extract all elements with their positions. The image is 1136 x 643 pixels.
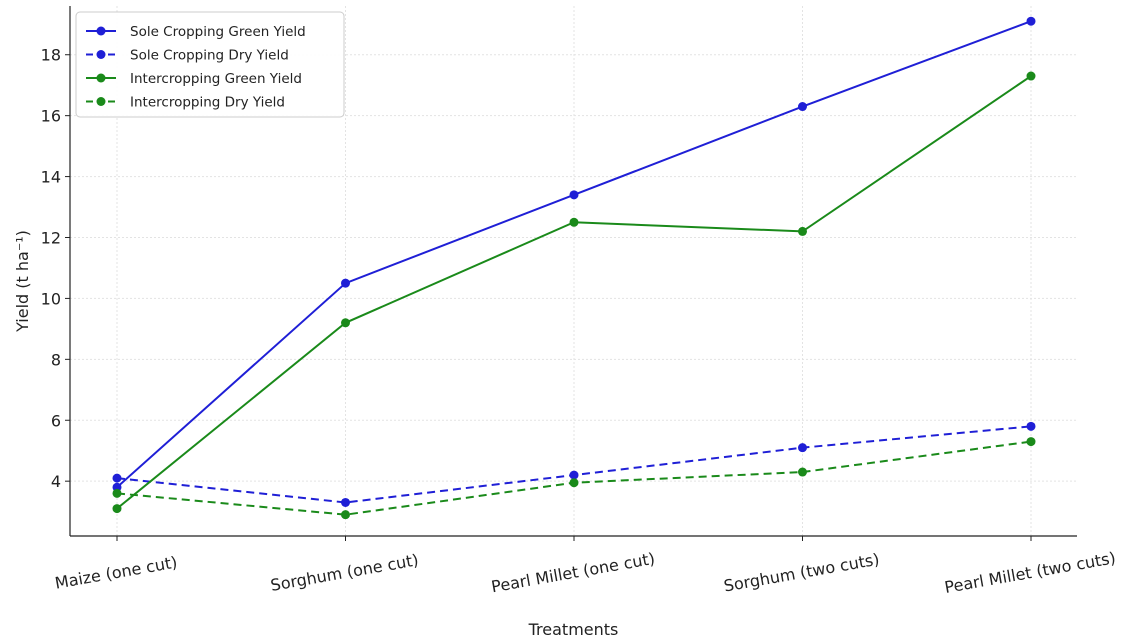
data-point [798,102,807,112]
series-intercropping-dry-yield [112,437,1036,520]
data-point [1026,71,1036,81]
data-point [341,497,350,507]
data-point [1026,16,1036,26]
data-point [112,473,122,483]
data-point [798,443,807,453]
data-point [1026,437,1036,447]
data-point [569,478,579,488]
data-point [341,510,350,520]
data-point [112,504,122,514]
legend-swatch-marker [96,50,106,59]
y-tick-label: 18 [41,46,61,65]
legend-label: Sole Cropping Green Yield [130,24,306,40]
x-tick-label: Sorghum (one cut) [269,550,420,595]
axes [65,6,1077,541]
legend: Sole Cropping Green Yield Sole Cropping D… [75,11,345,118]
data-point [341,278,350,288]
legend-swatch-marker [96,26,106,36]
data-point [341,318,350,328]
series-sole-cropping-dry-yield [112,421,1036,507]
x-tick-label: Maize (one cut) [53,552,178,592]
legend-swatch-marker [96,73,106,83]
x-tick-label: Pearl Millet (one cut) [490,549,657,596]
legend-label: Intercropping Green Yield [130,71,302,87]
data-point [1026,421,1036,431]
legend-box [75,11,345,118]
y-tick-label: 16 [41,107,61,126]
y-tick-label: 14 [41,168,61,187]
data-point [569,190,579,200]
data-point [569,470,579,480]
x-tick-label: Pearl Millet (two cuts) [943,548,1117,597]
x-axis-title: Treatments [528,620,619,639]
data-point [112,488,122,498]
series-sole-cropping-green-yield [112,16,1036,492]
data-point [798,467,807,477]
series-intercropping-green-yield [112,71,1036,514]
y-tick-label: 12 [41,228,61,247]
legend-label: Sole Cropping Dry Yield [130,48,289,64]
data-point [798,226,807,236]
y-tick-label: 4 [51,472,61,491]
legend-swatch-marker [96,97,106,106]
data-point [569,217,579,227]
y-tick-label: 8 [51,350,61,369]
y-axis-title: Yield (t ha⁻¹) [13,230,32,333]
legend-label: Intercropping Dry Yield [130,95,285,111]
series-layer [112,16,1036,520]
x-tick-label: Sorghum (two cuts) [722,550,881,596]
y-tick-label: 10 [41,289,61,308]
y-tick-label: 6 [51,411,61,430]
